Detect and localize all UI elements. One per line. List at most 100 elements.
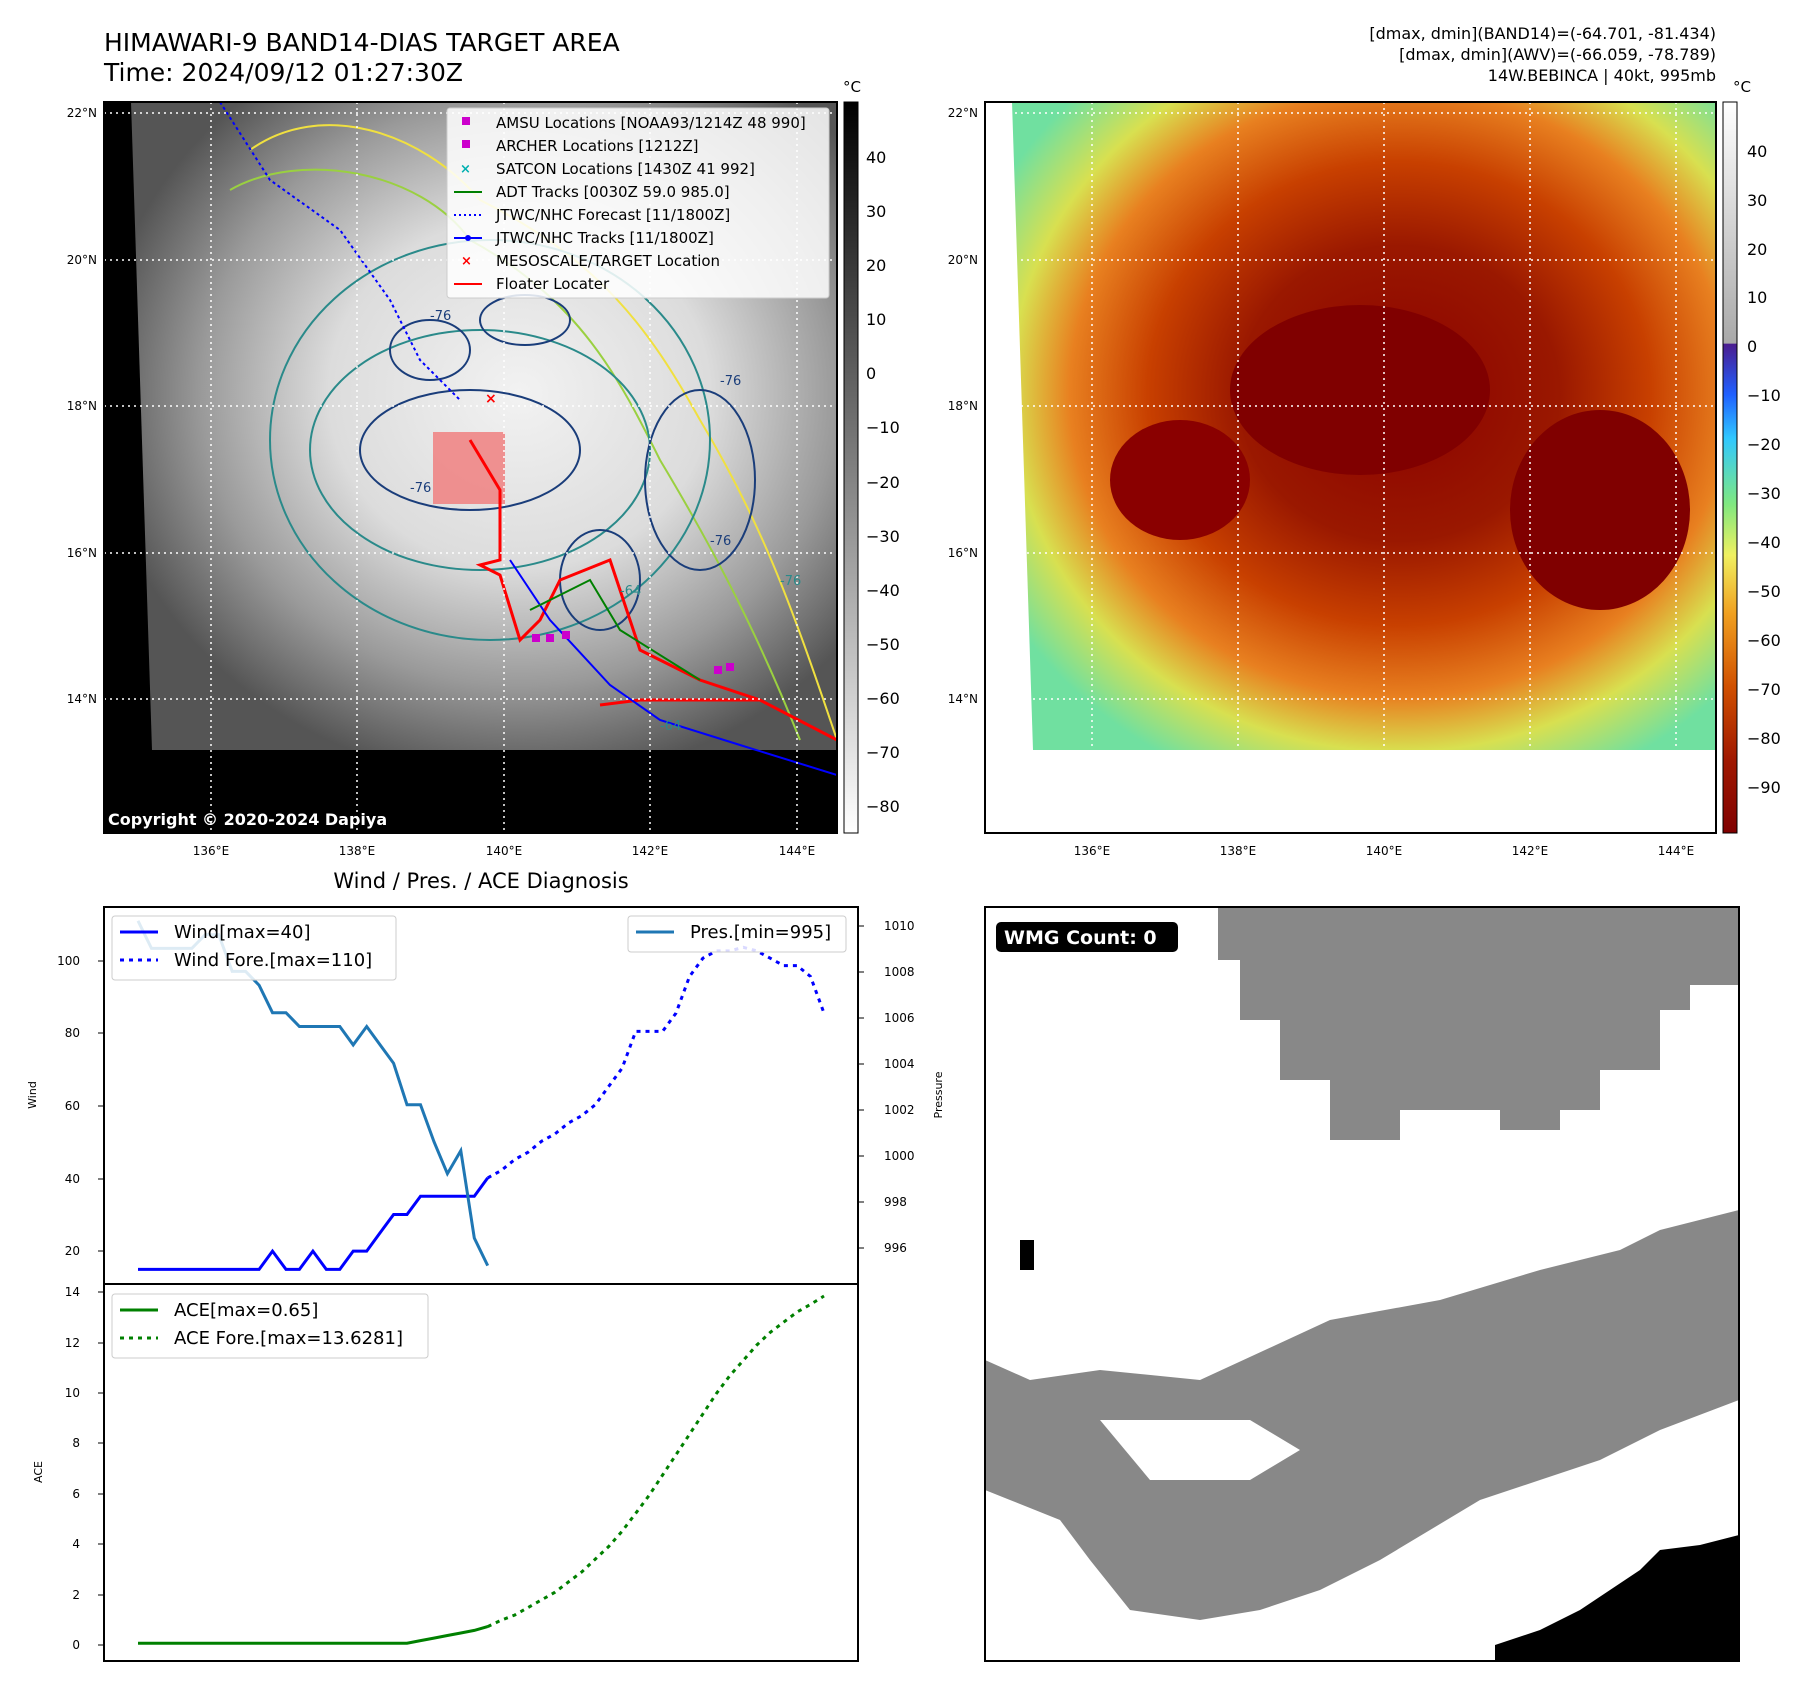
lon-label: 138°E (1220, 844, 1257, 858)
wind-tick: 20 (65, 1244, 80, 1258)
pressure-ylabel: Pressure (932, 1071, 945, 1118)
color-colorbar-unit: °C (1733, 78, 1751, 96)
wind-tick: 80 (65, 1026, 80, 1040)
copyright-text: Copyright © 2020-2024 Dapiya (108, 810, 387, 829)
ace-tick: 2 (72, 1588, 80, 1602)
contour-green (229, 168, 801, 741)
lat-label: 16°N (948, 546, 978, 560)
color-gridlines (985, 102, 1716, 833)
colorbar-tick: −20 (866, 473, 900, 492)
pressure-tick: 1006 (884, 1011, 915, 1025)
archer-marker (562, 631, 570, 639)
legend-amsu: AMSU Locations [NOAA93/1214Z 48 990] (496, 114, 806, 132)
colorbar-tick: −60 (1747, 631, 1781, 650)
wmg-black-cell (1020, 1240, 1034, 1270)
ir-lon-labels: 136°E 138°E 140°E 142°E 144°E (193, 844, 816, 858)
colorbar-tick: −10 (866, 418, 900, 437)
ace-tick: 14 (65, 1285, 80, 1299)
amsu-marker (726, 663, 734, 671)
ace-panel: ACE 14 12 10 8 6 4 2 0 ACE[max=0.65] ACE… (32, 1283, 859, 1662)
pressure-tick: 1010 (884, 919, 915, 933)
color-cold-core (1230, 305, 1490, 475)
colorbar-tick: 10 (866, 310, 886, 329)
colorbar-tick: 20 (866, 256, 886, 275)
lon-label: 140°E (486, 844, 523, 858)
legend-adt: ADT Tracks [0030Z 59.0 985.0] (496, 183, 730, 201)
archer-marker (546, 634, 554, 642)
colorbar-tick: −20 (1747, 435, 1781, 454)
legend-wind: Wind[max=40] (174, 922, 311, 943)
pressure-tick: 1004 (884, 1057, 915, 1071)
pressure-right-ticks: 1010 1008 1006 1004 1002 1000 998 996 (858, 919, 915, 1255)
legend-archer: ARCHER Locations [1212Z] (496, 137, 699, 155)
wind-tick: 100 (57, 954, 80, 968)
lon-label: 138°E (339, 844, 376, 858)
figure-title-line2: Time: 2024/09/12 01:27:30Z (103, 58, 463, 87)
lon-label: 142°E (632, 844, 669, 858)
dmax-band14-text: [dmax, dmin](BAND14)=(-64.701, -81.434) (1369, 24, 1716, 43)
ir-map-frame (103, 101, 838, 834)
satcon-legend-icon: × (460, 162, 471, 177)
colorbar-tick: −90 (1747, 778, 1781, 797)
lon-label: 144°E (779, 844, 816, 858)
wmg-white-gap (1100, 1420, 1300, 1480)
colorbar-tick: −40 (1747, 533, 1781, 552)
wmg-panel: WMG Count: 0 (984, 906, 1740, 1662)
legend-wind-fore: Wind Fore.[max=110] (174, 950, 372, 971)
colorbar-tick: 30 (1747, 191, 1767, 210)
archer-legend-icon (462, 140, 470, 148)
pressure-legend-box (627, 915, 847, 953)
colorbar-tick: 20 (1747, 240, 1767, 259)
wmg-count-text: WMG Count: 0 (1004, 927, 1157, 949)
colorbar-tick: −30 (1747, 484, 1781, 503)
lat-label: 14°N (948, 692, 978, 706)
contour-navy-cell3 (644, 389, 756, 571)
color-colorbar (1722, 101, 1738, 834)
jtwc-tracks-legend-dot (465, 235, 471, 241)
dmax-awv-text: [dmax, dmin](AWV)=(-66.059, -78.789) (1399, 45, 1716, 64)
wmg-gray-region-top (1218, 907, 1739, 1140)
legend-jtwc-tracks: JTWC/NHC Tracks [11/1800Z] (495, 229, 714, 247)
wind-tick: 40 (65, 1172, 80, 1186)
colorbar-tick: −70 (866, 743, 900, 762)
contour-label: -76 (720, 374, 741, 389)
pressure-tick: 1008 (884, 965, 915, 979)
contour-navy-cell1 (389, 319, 471, 381)
mesoscale-legend-icon: × (461, 254, 472, 269)
wind-legend-box (111, 915, 397, 981)
contour-label: -64 (620, 584, 641, 599)
ace-legend: ACE[max=0.65] ACE Fore.[max=13.6281] (111, 1293, 429, 1359)
legend-mesoscale: MESOSCALE/TARGET Location (496, 252, 720, 270)
legend-ace: ACE[max=0.65] (174, 1300, 318, 1321)
contour-label: -76 (430, 309, 451, 324)
colorbar-tick: −60 (866, 689, 900, 708)
lat-label: 16°N (67, 546, 97, 560)
wmg-count-badge (996, 922, 1178, 952)
ace-tick: 6 (72, 1487, 80, 1501)
ir-colorbar-unit: °C (843, 78, 861, 96)
pressure-tick: 998 (884, 1195, 907, 1209)
color-map-frame (984, 101, 1717, 834)
legend-pressure: Pres.[min=995] (690, 922, 831, 943)
color-lon-labels: 136°E 138°E 140°E 142°E 144°E (1074, 844, 1695, 858)
ace-series-group (138, 1294, 825, 1645)
jtwc-tracks-line (509, 559, 837, 776)
legend-jtwc-forecast: JTWC/NHC Forecast [11/1800Z] (495, 206, 730, 224)
ace-tick: 0 (72, 1638, 80, 1652)
colorbar-tick: −70 (1747, 680, 1781, 699)
ir-legend-box (446, 107, 830, 299)
lat-label: 18°N (67, 399, 97, 413)
ir-lat-labels: 22°N 20°N 18°N 16°N 14°N (67, 106, 97, 706)
color-map-panel: 22°N 20°N 18°N 16°N 14°N 136°E 138°E 140… (948, 78, 1781, 858)
colorbar-tick: −80 (1747, 729, 1781, 748)
lon-label: 144°E (1658, 844, 1695, 858)
lat-label: 20°N (948, 253, 978, 267)
mesoscale-target-box (433, 432, 505, 504)
wind-fore-max-110-line (486, 945, 826, 1180)
amsu-marker (714, 666, 722, 674)
ir-legend: AMSU Locations [NOAA93/1214Z 48 990] ARC… (446, 107, 830, 299)
lon-label: 142°E (1512, 844, 1549, 858)
lon-label: 136°E (193, 844, 230, 858)
ace-tick: 8 (72, 1436, 80, 1450)
ir-map-panel: × -76 -76 -76 -76 -64 -76 -64 (67, 78, 900, 858)
